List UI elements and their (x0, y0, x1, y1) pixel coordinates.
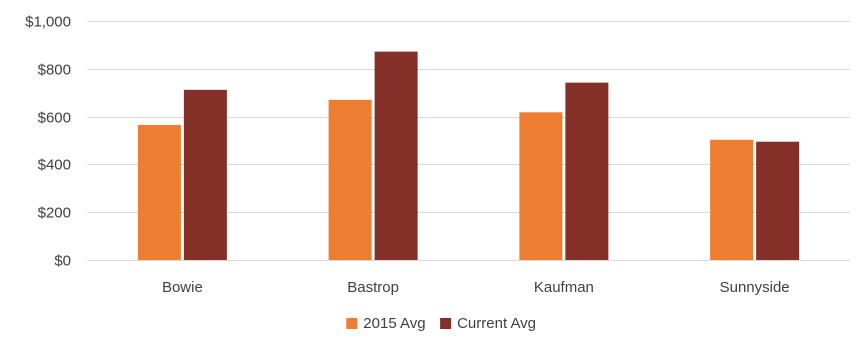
bar-current-avg-kaufman (565, 82, 609, 260)
y-tick-label: $1,000 (25, 14, 71, 31)
bar-2015-avg-sunnyside (710, 139, 754, 260)
bar-current-avg-bowie (183, 89, 227, 260)
x-category-label: Sunnyside (720, 279, 790, 296)
bar-current-avg-sunnyside (756, 141, 800, 260)
y-tick-label: $0 (54, 253, 71, 270)
y-axis-tick-labels: $0 $200 $400 $600 $800 $1,000 (25, 14, 71, 270)
y-tick-label: $600 (38, 110, 71, 127)
bar-2015-avg-kaufman (519, 112, 563, 260)
legend-label: Current Avg (457, 315, 536, 332)
bar-2015-avg-bastrop (328, 99, 372, 261)
y-tick-label: $400 (38, 157, 71, 174)
bars (137, 51, 800, 261)
y-tick-label: $200 (38, 205, 71, 222)
x-category-label: Kaufman (534, 279, 594, 296)
bar-2015-avg-bowie (137, 124, 181, 260)
x-category-label: Bowie (162, 279, 203, 296)
bar-current-avg-bastrop (374, 51, 418, 261)
legend-swatch-current-avg (440, 318, 452, 329)
y-tick-label: $800 (38, 62, 71, 79)
legend: 2015 Avg Current Avg (346, 315, 536, 332)
legend-swatch-2015-avg (346, 318, 358, 329)
legend-label: 2015 Avg (363, 315, 425, 332)
x-category-label: Bastrop (347, 279, 399, 296)
x-axis-category-labels: Bowie Bastrop Kaufman Sunnyside (162, 279, 790, 296)
